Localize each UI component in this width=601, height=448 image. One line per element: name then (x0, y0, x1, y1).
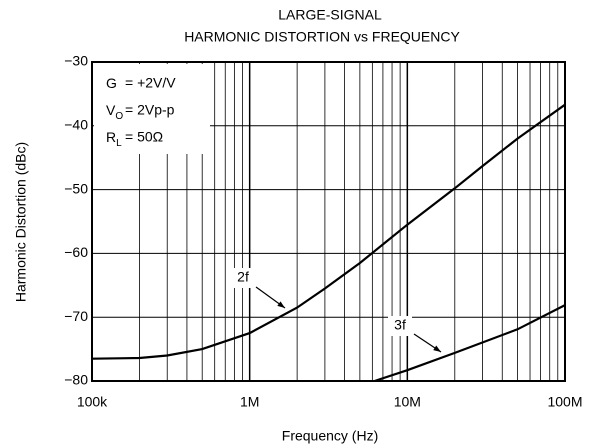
condition-subscript: L (116, 138, 122, 149)
condition-symbol: VO (106, 102, 123, 122)
condition-value: = 50Ω (125, 129, 163, 145)
series-label: 3f (394, 317, 406, 333)
y-tick-label: −60 (64, 244, 88, 260)
arrow-head (277, 301, 285, 308)
y-tick-label: −70 (64, 308, 88, 324)
chart-title: HARMONIC DISTORTION vs FREQUENCY (184, 29, 460, 45)
x-tick-label: 1M (240, 394, 259, 410)
condition-symbol-text: V (106, 102, 116, 118)
condition-symbol-text: R (106, 129, 116, 145)
chart-title: LARGE-SIGNAL (278, 7, 382, 23)
condition-subscript: O (115, 111, 123, 122)
y-tick-label: −50 (64, 180, 88, 196)
y-tick-label: −80 (64, 372, 88, 388)
y-axis-label: Harmonic Distortion (dBc) (13, 142, 29, 302)
label-background (231, 268, 255, 288)
x-tick-label: 100k (77, 394, 108, 410)
series-line (91, 103, 566, 360)
plot-frame (91, 61, 566, 382)
series-line (374, 304, 566, 383)
series-label: 2f (237, 269, 249, 285)
condition-value: = +2V/V (125, 75, 176, 91)
conditions-box (94, 64, 210, 154)
condition-symbol: RL (106, 129, 122, 149)
y-tick-label: −30 (64, 53, 88, 69)
x-tick-label: 100M (547, 394, 582, 410)
condition-symbol: G (106, 75, 117, 91)
condition-value: = 2Vp-p (125, 102, 175, 118)
condition-symbol-text: G (106, 75, 117, 91)
y-tick-label: −40 (64, 117, 88, 133)
x-tick-label: 10M (394, 394, 421, 410)
label-background (388, 316, 412, 336)
arrow-head (433, 345, 441, 352)
x-axis-label: Frequency (Hz) (282, 428, 378, 444)
